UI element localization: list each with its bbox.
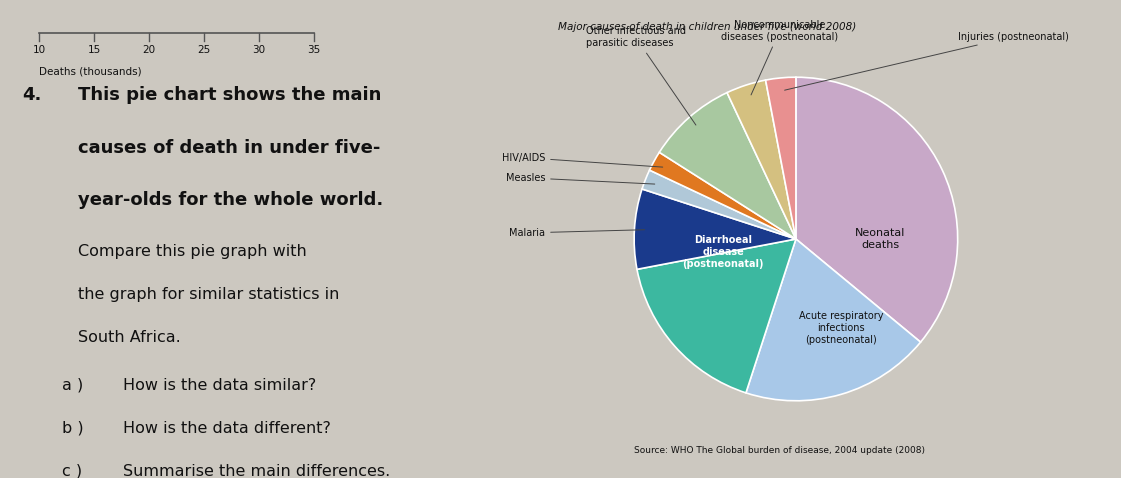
Text: 10: 10	[33, 45, 46, 55]
Text: causes of death in under five-: causes of death in under five-	[78, 139, 381, 157]
Wedge shape	[634, 189, 796, 269]
Text: 30: 30	[252, 45, 266, 55]
Text: Major causes of death in children under five (world 2008): Major causes of death in children under …	[558, 22, 856, 32]
Text: 15: 15	[87, 45, 101, 55]
Text: the graph for similar statistics in: the graph for similar statistics in	[78, 287, 340, 302]
Wedge shape	[796, 77, 957, 342]
Text: b ): b )	[62, 421, 83, 435]
Text: Measles: Measles	[506, 173, 655, 184]
Wedge shape	[766, 77, 796, 239]
Wedge shape	[745, 239, 920, 401]
Text: Diarrhoeal
disease
(postneonatal): Diarrhoeal disease (postneonatal)	[683, 235, 763, 269]
Text: HIV/AIDS: HIV/AIDS	[502, 152, 663, 167]
Text: c ): c )	[62, 464, 82, 478]
Text: Malaria: Malaria	[509, 228, 645, 238]
Text: a ): a )	[62, 378, 83, 392]
Text: Injuries (postneonatal): Injuries (postneonatal)	[785, 32, 1068, 90]
Wedge shape	[642, 170, 796, 239]
Wedge shape	[637, 239, 796, 393]
Text: Neonatal
deaths: Neonatal deaths	[855, 228, 906, 250]
Text: 4.: 4.	[22, 86, 41, 104]
Text: Summarise the main differences.: Summarise the main differences.	[123, 464, 390, 478]
Wedge shape	[659, 93, 796, 239]
Text: 35: 35	[307, 45, 321, 55]
Text: Deaths (thousands): Deaths (thousands)	[39, 67, 142, 77]
Text: Acute respiratory
infections
(postneonatal): Acute respiratory infections (postneonat…	[799, 311, 883, 345]
Text: 25: 25	[197, 45, 211, 55]
Text: South Africa.: South Africa.	[78, 330, 182, 345]
Text: Noncommunicable
diseases (postneonatal): Noncommunicable diseases (postneonatal)	[721, 20, 839, 95]
Text: Source: WHO The Global burden of disease, 2004 update (2008): Source: WHO The Global burden of disease…	[634, 446, 925, 455]
Text: This pie chart shows the main: This pie chart shows the main	[78, 86, 382, 104]
Text: year-olds for the whole world.: year-olds for the whole world.	[78, 191, 383, 209]
Wedge shape	[649, 152, 796, 239]
Text: How is the data similar?: How is the data similar?	[123, 378, 316, 392]
Text: How is the data different?: How is the data different?	[123, 421, 331, 435]
Text: Other infectious and
parasitic diseases: Other infectious and parasitic diseases	[585, 26, 696, 125]
Text: Compare this pie graph with: Compare this pie graph with	[78, 244, 307, 259]
Text: 20: 20	[142, 45, 156, 55]
Wedge shape	[728, 80, 796, 239]
